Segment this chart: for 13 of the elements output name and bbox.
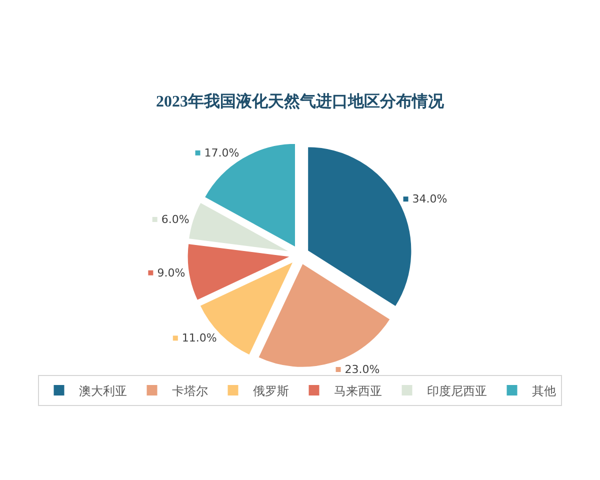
data-label: 6.0%: [161, 212, 190, 226]
legend-label: 印度尼西亚: [427, 384, 487, 398]
chart-title: 2023年我国液化天然气进口地区分布情况: [156, 92, 445, 110]
data-label: 34.0%: [412, 192, 448, 206]
legend-label: 卡塔尔: [172, 384, 208, 398]
data-label: 17.0%: [204, 146, 240, 160]
data-label: 11.0%: [182, 332, 217, 345]
legend-label: 其他: [532, 384, 556, 398]
legend-label: 澳大利亚: [79, 384, 127, 398]
data-label: 23.0%: [344, 363, 380, 376]
legend-label: 马来西亚: [334, 384, 382, 398]
data-label: 9.0%: [157, 266, 186, 280]
legend-label: 俄罗斯: [253, 384, 289, 398]
